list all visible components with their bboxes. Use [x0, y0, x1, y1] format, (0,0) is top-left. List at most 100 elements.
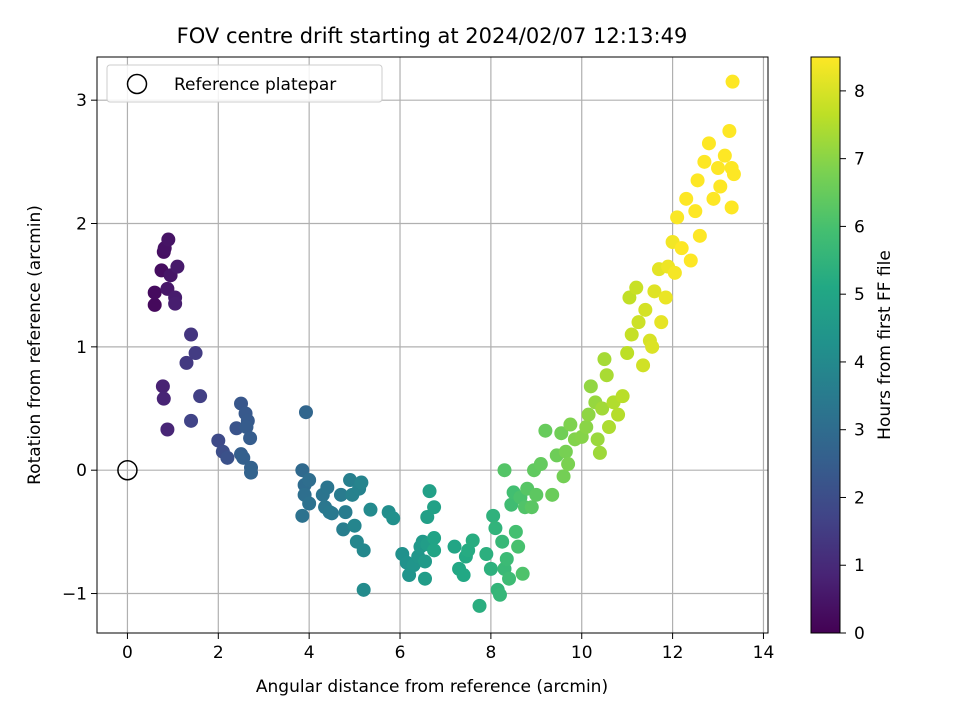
scatter-point — [724, 200, 739, 215]
scatter-point — [717, 148, 732, 163]
scatter-point — [354, 475, 369, 490]
scatter-point — [427, 500, 442, 515]
x-tick-label: 12 — [662, 643, 684, 663]
scatter-point — [386, 511, 401, 526]
y-tick-label: −1 — [62, 585, 87, 605]
scatter-point — [188, 346, 203, 361]
scatter-point — [711, 161, 726, 176]
colorbar-tick-label: 1 — [854, 556, 865, 576]
scatter-point — [356, 582, 371, 597]
scatter-point — [701, 136, 716, 151]
scatter-point — [622, 290, 637, 305]
scatter-point — [418, 571, 433, 586]
scatter-point — [674, 241, 689, 256]
scatter-point — [170, 259, 185, 274]
scatter-point — [629, 280, 644, 295]
scatter-point — [583, 379, 598, 394]
scatter-point — [561, 457, 576, 472]
scatter-point — [456, 568, 471, 583]
y-tick-label: 1 — [76, 338, 87, 358]
scatter-point — [502, 571, 517, 586]
scatter-point — [427, 531, 442, 546]
scatter-point — [690, 173, 705, 188]
scatter-point — [193, 389, 208, 404]
y-tick-label: 2 — [76, 215, 87, 235]
scatter-point — [511, 539, 526, 554]
scatter-point — [184, 327, 199, 342]
scatter-point — [667, 265, 682, 280]
scatter-point — [343, 473, 358, 488]
colorbar-tick-label: 5 — [854, 285, 865, 305]
scatter-point — [592, 445, 607, 460]
scatter-point — [706, 191, 721, 206]
scatter-point — [590, 432, 605, 447]
scatter-point — [483, 561, 498, 576]
scatter-point — [595, 401, 610, 416]
scatter-point — [486, 508, 501, 523]
scatter-point — [688, 204, 703, 219]
scatter-point — [597, 352, 612, 367]
y-tick-label: 0 — [76, 461, 87, 481]
scatter-point — [168, 296, 183, 311]
scatter-point — [515, 566, 530, 581]
scatter-point — [211, 433, 226, 448]
scatter-point — [563, 417, 578, 432]
colorbar-frame — [810, 56, 841, 634]
scatter-point — [427, 543, 442, 558]
scatter-point — [333, 487, 348, 502]
scatter-point — [495, 534, 510, 549]
scatter-point — [420, 510, 435, 525]
scatter-point — [156, 391, 171, 406]
scatter-point — [533, 457, 548, 472]
scatter-point — [647, 284, 662, 299]
scatter-point — [147, 285, 162, 300]
legend: Reference platepar — [106, 64, 383, 103]
scatter-point — [161, 232, 176, 247]
scatter-point — [160, 422, 175, 437]
scatter-point — [611, 407, 626, 422]
colorbar-tick-label: 3 — [854, 421, 865, 441]
scatter-point — [581, 407, 596, 422]
x-tick-label: 4 — [304, 643, 315, 663]
scatter-point — [615, 389, 630, 404]
scatter-point — [295, 463, 310, 478]
scatter-point — [244, 465, 259, 480]
scatter-point — [645, 339, 660, 354]
scatter-point — [488, 521, 503, 536]
scatter-point — [658, 290, 673, 305]
scatter-point — [713, 179, 728, 194]
scatter-point — [302, 473, 317, 488]
reference-layer — [117, 459, 138, 481]
x-axis-label: Angular distance from reference (arcmin) — [256, 677, 608, 697]
grid-lines — [97, 57, 768, 633]
scatter-point — [620, 346, 635, 361]
scatter-point — [243, 431, 258, 446]
scatter-point — [499, 551, 514, 566]
x-tick-label: 2 — [213, 643, 224, 663]
scatter-point — [479, 547, 494, 562]
scatter-point — [722, 124, 737, 139]
y-axis-label: Rotation from reference (arcmin) — [25, 205, 45, 485]
scatter-point — [556, 469, 571, 484]
colorbar-ticks: 0 1 2 3 4 5 6 7 8 — [840, 82, 865, 644]
scatter-point — [508, 524, 523, 539]
scatter-point — [683, 253, 698, 268]
scatter-point — [601, 420, 616, 435]
scatter-point — [155, 379, 170, 394]
legend-marker-circle-icon — [126, 73, 148, 95]
scatter-point — [545, 487, 560, 502]
scatter-point — [356, 543, 371, 558]
scatter-point — [679, 191, 694, 206]
x-tick-label: 0 — [122, 643, 133, 663]
scatter-point — [558, 444, 573, 459]
scatter-point — [239, 420, 254, 435]
colorbar — [811, 57, 840, 633]
x-tick-label: 8 — [485, 643, 496, 663]
scatter-point — [638, 302, 653, 317]
scatter-point — [538, 423, 553, 438]
legend-entry-reference-platepar: Reference platepar — [174, 75, 336, 95]
scatter-point — [670, 210, 685, 225]
scatter-point — [554, 426, 569, 441]
